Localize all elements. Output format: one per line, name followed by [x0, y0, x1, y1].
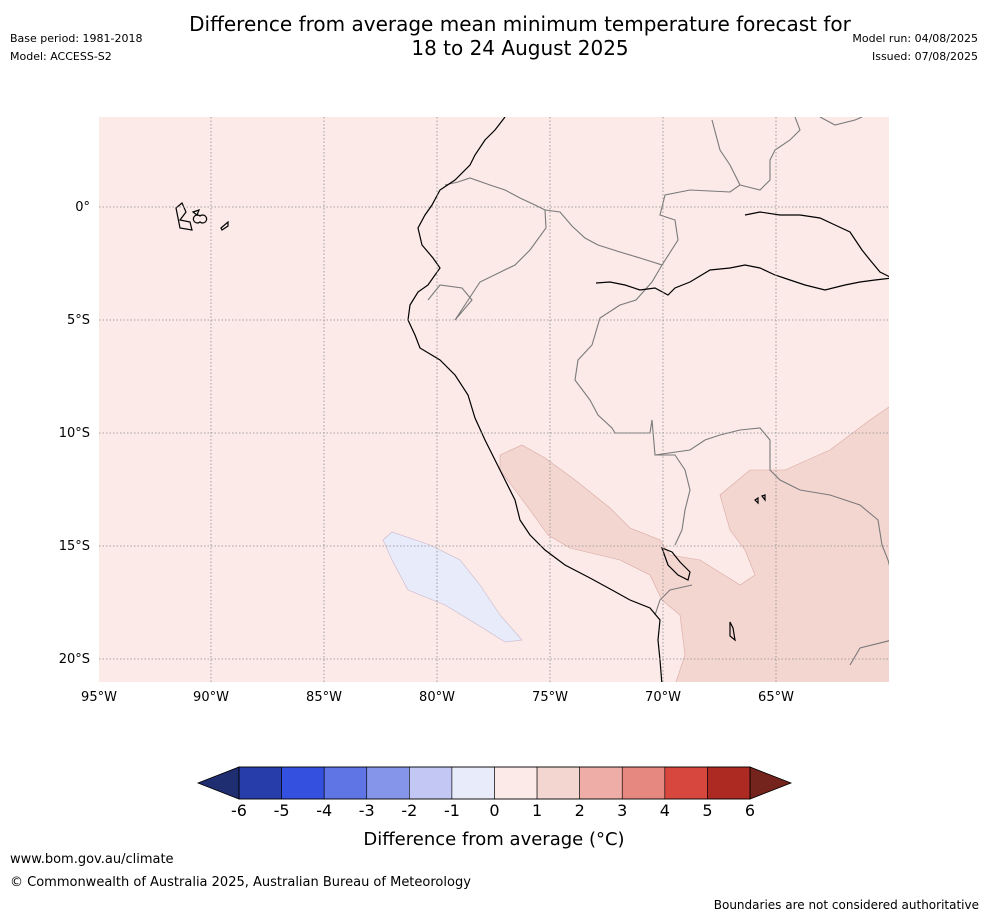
footer-disclaimer: Boundaries are not considered authoritat… — [713, 898, 979, 912]
colorbar-segment — [366, 766, 410, 800]
colorbar-tick-label: 1 — [532, 801, 542, 820]
border-bolivia-brazil — [654, 427, 889, 566]
lon-label: 75°W — [532, 690, 568, 705]
longitude-labels: 95°W 90°W 85°W 80°W 75°W 70°W 65°W — [81, 690, 794, 705]
colorbar: -6 -5 -4 -3 -2 -1 0 1 2 3 4 5 6 Difference from aver… — [196, 766, 793, 850]
latitude-labels: 0° 5°S 10°S 15°S 20°S — [59, 200, 90, 667]
lon-label: 85°W — [306, 690, 342, 705]
lat-label: 10°S — [59, 426, 90, 441]
lat-label: 15°S — [59, 539, 90, 554]
galapagos-isabela — [175, 202, 193, 231]
border-ecuador-peru — [427, 177, 547, 321]
coastlines — [175, 117, 889, 682]
colorbar-tick-label: 3 — [617, 801, 627, 820]
map-title: Difference from average mean minimum tem… — [120, 12, 920, 60]
meta-right: Model run: 04/08/2025 Issued: 07/08/2025 — [852, 30, 978, 66]
colorbar-tick-label: -5 — [274, 801, 290, 820]
model-run: Model run: 04/08/2025 — [852, 32, 978, 45]
lake-1 — [754, 494, 766, 505]
galapagos-san-cristobal — [220, 220, 229, 231]
colorbar-segment — [621, 766, 666, 800]
anomaly-region-neg1-to-0 — [382, 531, 523, 643]
footer-url[interactable]: www.bom.gov.au/climate — [10, 852, 174, 867]
meta-left: Base period: 1981-2018 Model: ACCESS-S2 — [10, 30, 142, 66]
title-line-2: 18 to 24 August 2025 — [411, 36, 629, 60]
lon-label: 65°W — [758, 690, 794, 705]
issued-date: Issued: 07/08/2025 — [871, 50, 978, 63]
galapagos-santa-cruz — [192, 214, 208, 224]
graticule — [99, 117, 889, 682]
title-line-1: Difference from average mean minimum tem… — [189, 12, 851, 36]
amazon-river — [595, 264, 889, 296]
colorbar-segment — [451, 766, 495, 800]
border-colombia-peru — [544, 209, 691, 546]
colorbar-segment — [664, 766, 708, 800]
colorbar-segment — [536, 766, 580, 800]
colorbar-tick-label: -2 — [401, 801, 417, 820]
galapagos-santiago — [191, 209, 201, 216]
colorbar-tick-label: 5 — [702, 801, 712, 820]
border-colombia-brazil — [659, 119, 741, 266]
lon-label: 70°W — [645, 690, 681, 705]
colorbar-frame — [238, 766, 751, 800]
colorbar-label: Difference from average (°C) — [363, 829, 624, 850]
border-bolivia-south — [654, 584, 889, 666]
lat-label: 5°S — [67, 313, 90, 328]
colorbar-high-extend — [749, 766, 793, 800]
colorbar-tick-label: -4 — [316, 801, 332, 820]
anomaly-region-1-to-2 — [499, 406, 889, 682]
colorbar-segment — [281, 766, 325, 800]
lon-label: 95°W — [81, 690, 117, 705]
rio-negro — [744, 211, 889, 278]
border-venezuela — [739, 117, 863, 191]
colorbar-segment — [409, 766, 453, 800]
country-borders — [427, 117, 889, 666]
colorbar-segment — [707, 766, 751, 800]
colorbar-tick-label: -6 — [231, 801, 247, 820]
colorbar-segment — [579, 766, 623, 800]
lon-label: 90°W — [193, 690, 229, 705]
lat-label: 0° — [75, 200, 90, 215]
colorbar-tick-label: -1 — [444, 801, 460, 820]
colorbar-segment — [238, 766, 282, 800]
coastline-pacific — [407, 117, 663, 682]
lon-label: 80°W — [419, 690, 455, 705]
footer-copyright: © Commonwealth of Australia 2025, Austra… — [10, 875, 471, 890]
colorbar-tick-label: 6 — [745, 801, 755, 820]
colorbar-tick-label: -3 — [359, 801, 375, 820]
model-name: Model: ACCESS-S2 — [10, 50, 112, 63]
colorbar-segment — [494, 766, 538, 800]
base-period: Base period: 1981-2018 — [10, 32, 143, 45]
lake-titicaca — [660, 546, 691, 581]
colorbar-tick-label: 2 — [575, 801, 585, 820]
colorbar-tick-label: 0 — [489, 801, 499, 820]
colorbar-low-extend — [196, 766, 240, 800]
lat-label: 20°S — [59, 652, 90, 667]
lake-2 — [729, 621, 736, 642]
colorbar-segment — [323, 766, 368, 800]
colorbar-tick-label: 4 — [660, 801, 670, 820]
